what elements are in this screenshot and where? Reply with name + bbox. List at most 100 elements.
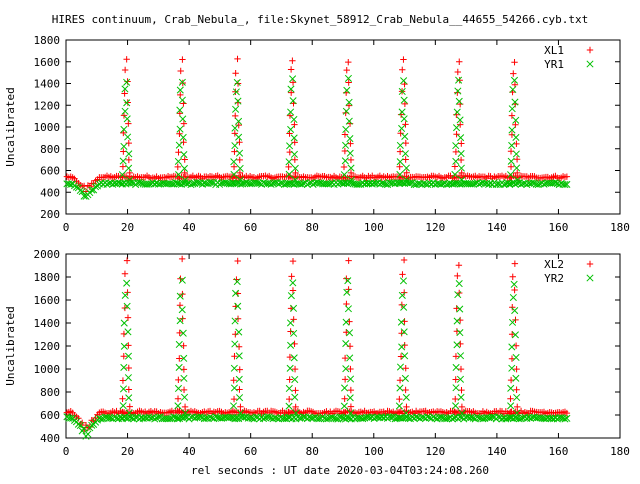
data-point <box>457 156 465 164</box>
x-tick-label: 120 <box>425 445 445 458</box>
data-point <box>231 353 238 360</box>
data-point <box>340 163 348 171</box>
data-point <box>455 76 463 84</box>
data-point <box>341 376 349 383</box>
data-point <box>286 353 294 361</box>
data-point <box>424 413 432 421</box>
series-XL1 <box>63 55 571 195</box>
y-tick-label: 200 <box>40 208 60 221</box>
data-point <box>400 77 408 85</box>
data-point <box>396 414 404 422</box>
data-point <box>179 56 186 63</box>
data-point <box>402 139 410 147</box>
data-point <box>511 260 519 267</box>
data-point <box>452 142 460 150</box>
y-tick-label: 2000 <box>34 248 61 261</box>
data-point <box>458 403 466 411</box>
x-tick-label: 20 <box>121 445 134 458</box>
data-point <box>230 158 238 166</box>
data-point <box>237 409 245 417</box>
data-point <box>402 386 409 394</box>
data-point <box>397 318 405 326</box>
data-point <box>285 402 293 410</box>
data-point <box>288 273 295 280</box>
data-point <box>252 413 260 421</box>
data-point <box>452 395 459 403</box>
data-point <box>107 414 115 422</box>
data-point <box>400 256 408 264</box>
data-point <box>508 343 516 351</box>
y-axis-label: Uncalibrated <box>4 87 17 166</box>
data-point <box>227 413 235 422</box>
data-point <box>507 157 515 165</box>
data-point <box>401 352 409 360</box>
data-point <box>506 414 514 422</box>
data-point <box>119 395 126 402</box>
data-point <box>176 317 184 325</box>
data-point <box>120 319 128 327</box>
data-point <box>342 365 350 373</box>
data-point <box>347 375 355 383</box>
data-point <box>457 134 465 142</box>
data-point <box>510 70 517 77</box>
data-point <box>123 279 131 287</box>
data-point <box>508 126 516 134</box>
data-point <box>80 424 88 432</box>
data-point <box>265 413 273 421</box>
data-point <box>508 355 516 362</box>
data-point <box>396 141 404 149</box>
data-point <box>345 79 352 86</box>
data-point <box>512 150 520 158</box>
data-point <box>121 291 129 299</box>
data-point <box>80 182 88 190</box>
data-point <box>286 112 294 119</box>
data-point <box>339 179 348 188</box>
data-point <box>455 262 463 269</box>
data-point <box>172 179 180 187</box>
data-point <box>457 393 465 401</box>
data-point <box>235 394 244 402</box>
data-point <box>412 413 420 421</box>
data-point <box>286 319 295 327</box>
data-point <box>236 176 244 184</box>
y-tick-label: 1800 <box>34 271 61 284</box>
legend-label: YR1 <box>544 58 564 71</box>
y-tick-label: 1800 <box>34 34 61 47</box>
data-point <box>277 179 285 187</box>
data-point <box>285 408 293 416</box>
chart-title: HIRES continuum, Crab_Nebula_, file:Skyn… <box>52 13 588 26</box>
data-point <box>181 169 188 177</box>
data-point <box>289 257 297 265</box>
data-point <box>287 292 295 300</box>
data-point <box>121 90 128 97</box>
data-point <box>126 176 134 184</box>
data-point <box>287 89 295 96</box>
data-point <box>254 179 262 187</box>
data-point <box>248 414 256 422</box>
data-point <box>561 181 569 189</box>
data-point <box>347 140 354 147</box>
data-point <box>400 56 407 63</box>
data-point <box>230 384 238 392</box>
data-point <box>236 156 243 164</box>
data-point <box>469 180 477 188</box>
data-point <box>125 164 133 172</box>
data-point <box>174 163 181 171</box>
x-tick-label: 80 <box>306 221 319 234</box>
x-tick-label: 0 <box>63 445 70 458</box>
data-point <box>124 133 132 141</box>
data-point <box>286 142 294 150</box>
data-point <box>507 384 515 392</box>
data-point <box>217 414 226 422</box>
data-point <box>299 413 308 421</box>
data-point <box>512 353 520 362</box>
x-tick-label: 180 <box>610 445 630 458</box>
x-tick-label: 0 <box>63 221 70 234</box>
data-point <box>395 402 403 410</box>
data-point <box>396 163 403 170</box>
data-point <box>512 116 520 124</box>
data-point <box>456 413 464 421</box>
data-point <box>401 132 409 141</box>
data-point <box>216 180 224 188</box>
data-point <box>124 314 132 321</box>
